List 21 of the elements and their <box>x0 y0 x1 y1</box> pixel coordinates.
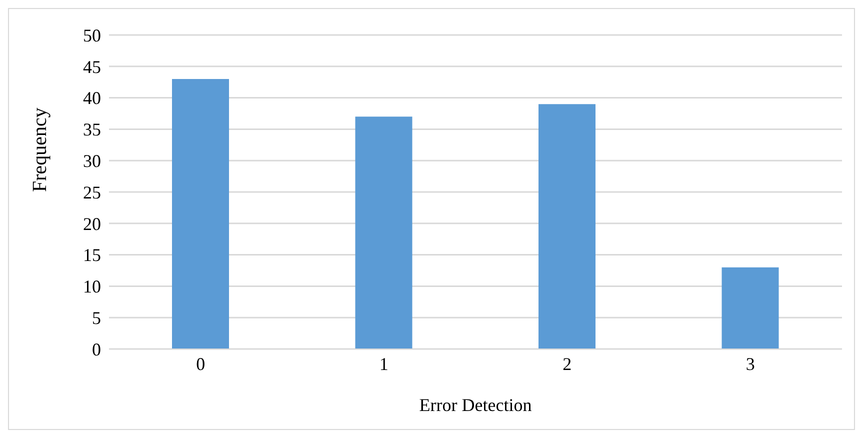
y-tick-label: 10 <box>83 276 101 297</box>
y-tick-label: 40 <box>83 88 101 108</box>
y-axis-title: Frequency <box>29 108 52 192</box>
y-tick-label: 45 <box>83 56 101 77</box>
bar <box>722 267 779 349</box>
y-tick-label: 35 <box>83 120 101 140</box>
y-tick-label: 25 <box>83 182 101 202</box>
y-tick-label: 5 <box>92 308 101 328</box>
x-tick-label: 0 <box>196 354 206 374</box>
x-axis-title: Error Detection <box>419 395 532 415</box>
y-tick-label: 15 <box>83 245 101 266</box>
bar <box>355 116 412 349</box>
y-tick-label: 20 <box>83 214 101 234</box>
y-tick-label: 30 <box>83 150 101 171</box>
y-tick-label: 50 <box>83 25 101 46</box>
bar <box>172 78 229 349</box>
x-tick-label: 1 <box>379 354 388 374</box>
bar <box>538 104 596 349</box>
x-tick-label: 3 <box>746 354 755 374</box>
y-tick-label: 0 <box>92 339 101 360</box>
x-tick-label: 2 <box>562 354 572 374</box>
